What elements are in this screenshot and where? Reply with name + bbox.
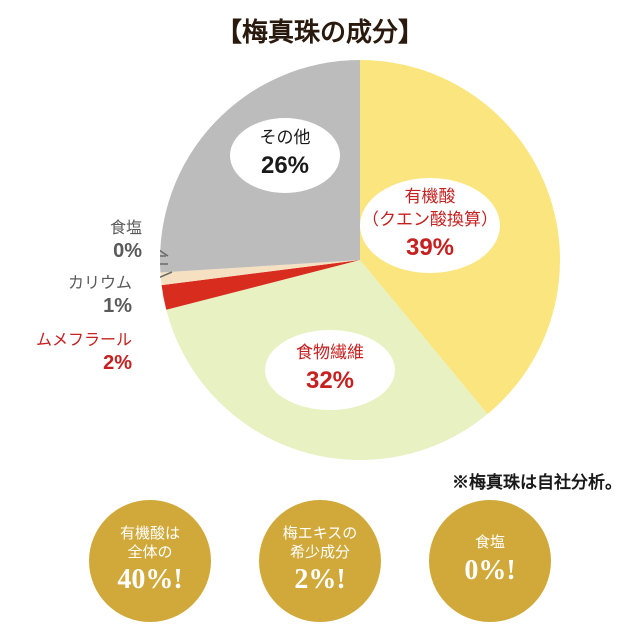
outer-label-salt: 食塩0% — [22, 219, 142, 264]
summary-circle-1: 梅エキスの希少成分2%! — [259, 500, 381, 622]
slice-label-other: その他26% — [230, 118, 340, 193]
page-title: 【梅真珠の成分】 — [0, 0, 640, 49]
outer-label-mumefural: ムメフラール2% — [12, 331, 132, 376]
summary-circle-2: 食塩0%! — [429, 500, 551, 622]
summary-circles: 有機酸は全体の40%! 梅エキスの希少成分2%! 食塩0%! — [0, 500, 640, 630]
footnote: ※梅真珠は自社分析。 — [452, 468, 622, 493]
pie-chart: 有機酸（クエン酸換算）39% 食物繊維32% その他26% — [160, 60, 560, 460]
outer-label-potassium: カリウム1% — [12, 274, 132, 319]
summary-circle-0: 有機酸は全体の40%! — [89, 500, 211, 622]
slice-label-organic_acid: 有機酸（クエン酸換算）39% — [360, 178, 500, 273]
slice-label-fiber: 食物繊維32% — [265, 330, 395, 410]
